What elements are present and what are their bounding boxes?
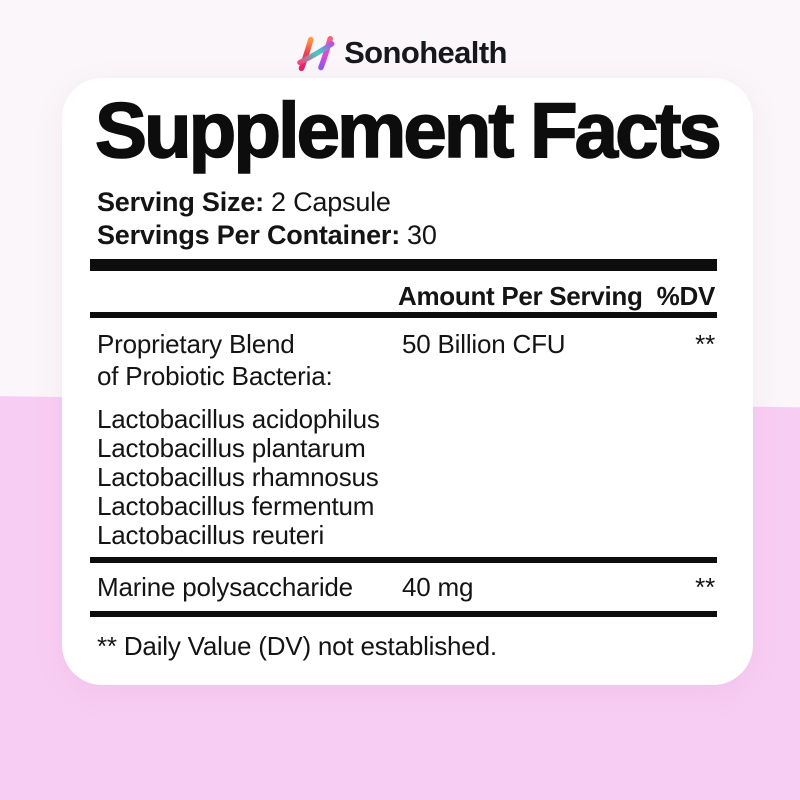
brand-logo: Sonohealth <box>0 28 800 78</box>
servings-per-container-line: Servings Per Container: 30 <box>97 220 437 251</box>
divider-above-marine <box>90 557 717 563</box>
column-header-amount-per-serving: Amount Per Serving <box>398 281 643 311</box>
divider-under-header <box>90 312 717 318</box>
brand-h-icon <box>297 36 335 72</box>
row-proprietary-blend-amount: 50 Billion CFU <box>402 329 566 359</box>
ingredient-item: Lactobacillus plantarum <box>97 433 366 463</box>
supplement-facts-card: Supplement Facts Serving Size: 2 Capsule … <box>62 78 753 685</box>
ingredient-list: Lactobacillus acidophilus Lactobacillus … <box>97 405 380 550</box>
thick-divider <box>90 259 717 271</box>
servings-per-container-label: Servings Per Container: <box>97 220 400 250</box>
serving-size-label: Serving Size: <box>97 187 264 217</box>
divider-above-footnote <box>90 611 717 617</box>
blend-name-line1: Proprietary Blend <box>97 329 295 359</box>
row-proprietary-blend-name: Proprietary Blend of Probiotic Bacteria: <box>97 328 333 392</box>
row-marine-name: Marine polysaccharide <box>97 572 353 602</box>
blend-name-line2: of Probiotic Bacteria: <box>97 361 333 391</box>
daily-value-footnote: ** Daily Value (DV) not established. <box>97 631 497 661</box>
row-marine-dv: ** <box>695 572 715 602</box>
serving-size-line: Serving Size: 2 Capsule <box>97 187 391 218</box>
servings-per-container-value: 30 <box>407 220 437 250</box>
row-proprietary-blend-dv: ** <box>695 329 715 359</box>
ingredient-item: Lactobacillus reuteri <box>97 520 325 550</box>
ingredient-item: Lactobacillus acidophilus <box>97 404 380 434</box>
column-header-percent-dv: %DV <box>656 281 716 311</box>
panel-title: Supplement Facts <box>94 86 722 174</box>
ingredient-item: Lactobacillus rhamnosus <box>97 462 379 492</box>
brand-name: Sonohealth <box>344 35 507 70</box>
ingredient-item: Lactobacillus fermentum <box>97 491 375 521</box>
serving-size-value: 2 Capsule <box>270 187 391 217</box>
row-marine-amount: 40 mg <box>402 572 474 602</box>
